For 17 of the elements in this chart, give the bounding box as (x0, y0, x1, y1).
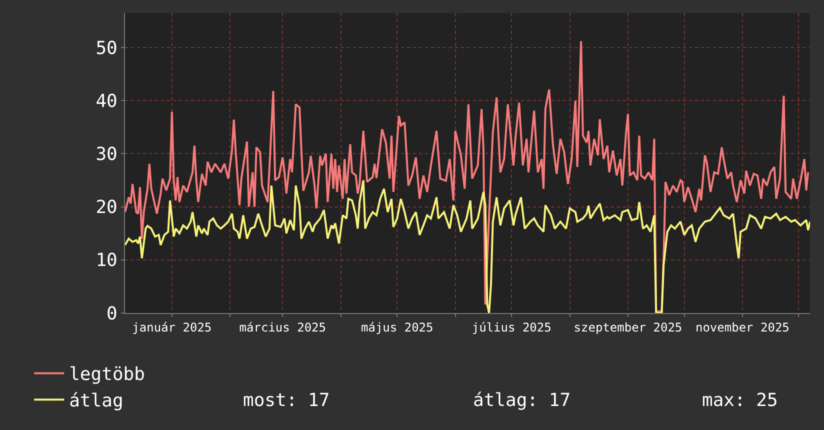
y-tick-label: 30 (96, 144, 118, 166)
y-tick-label: 40 (96, 90, 118, 112)
text: most: 17 (243, 390, 330, 411)
x-tick-label: november 2025 (695, 320, 790, 334)
x-tick-label: március 2025 (239, 320, 326, 334)
x-tick-label: szeptember 2025 (574, 320, 682, 334)
y-tick-label: 0 (106, 303, 118, 324)
text: max: 25 (702, 390, 778, 411)
x-tick-label: július 2025 (472, 320, 552, 334)
y-tick-label: 20 (96, 197, 118, 218)
x-tick-label: január 2025 (132, 320, 212, 334)
y-tick-label: 10 (96, 250, 118, 272)
legend-label: átlag (69, 390, 124, 412)
y-tick-label: 50 (96, 38, 118, 59)
text: átlag: 17 (473, 390, 571, 411)
legend-label: legtöbb (69, 364, 145, 386)
x-tick-label: május 2025 (360, 320, 434, 334)
